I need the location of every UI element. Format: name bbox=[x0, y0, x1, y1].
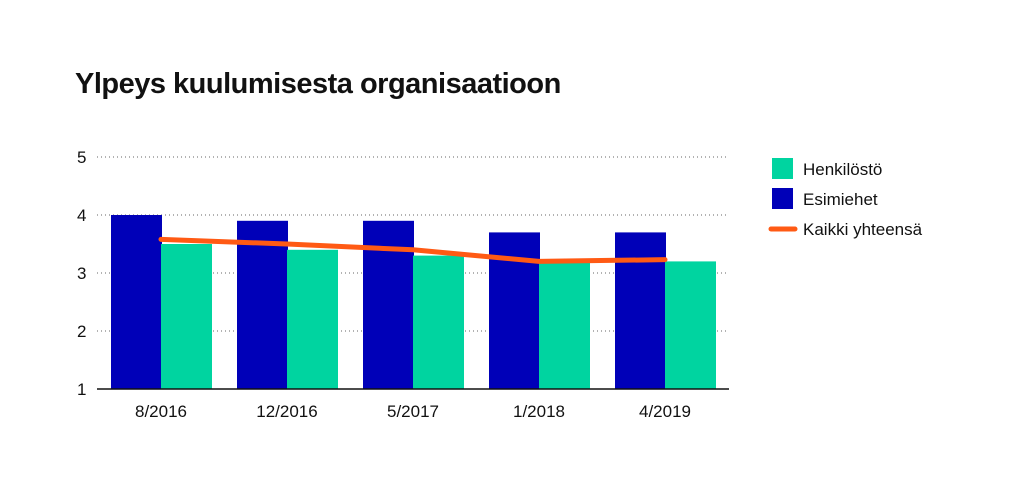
bar-henkilosto-1 bbox=[287, 249, 338, 389]
bar-esimiehet-4 bbox=[615, 232, 666, 389]
bar-henkilosto-3 bbox=[539, 261, 590, 389]
bar-henkilosto-2 bbox=[413, 255, 464, 389]
legend-swatch-0 bbox=[772, 158, 793, 179]
x-tick-label-1: 12/2016 bbox=[256, 402, 317, 421]
y-tick-label-2: 2 bbox=[77, 322, 86, 341]
legend: Henkilöstö Esimiehet Kaikki yhteensä bbox=[768, 158, 923, 239]
legend-label-1: Esimiehet bbox=[803, 190, 878, 209]
x-tick-label-2: 5/2017 bbox=[387, 402, 439, 421]
bar-henkilosto-4 bbox=[665, 261, 716, 389]
total-line bbox=[158, 236, 668, 264]
x-tick-label-3: 1/2018 bbox=[513, 402, 565, 421]
bar-esimiehet-0 bbox=[111, 215, 162, 389]
legend-label-2: Kaikki yhteensä bbox=[803, 220, 923, 239]
bar-henkilosto-0 bbox=[161, 244, 212, 389]
y-tick-label-1: 1 bbox=[77, 380, 86, 399]
bar-esimiehet-1 bbox=[237, 220, 288, 389]
axes: 1 2 3 4 5 8/2016 12/2016 5/2017 1/2018 4/2019 bbox=[77, 148, 729, 421]
y-tick-label-3: 3 bbox=[77, 264, 86, 283]
y-tick-label-5: 5 bbox=[77, 148, 86, 167]
legend-swatch-1 bbox=[772, 188, 793, 209]
legend-label-0: Henkilöstö bbox=[803, 160, 882, 179]
x-tick-label-4: 4/2019 bbox=[639, 402, 691, 421]
x-tick-label-0: 8/2016 bbox=[135, 402, 187, 421]
chart-title: Ylpeys kuulumisesta organisaatioon bbox=[75, 68, 561, 100]
y-tick-label-4: 4 bbox=[77, 206, 86, 225]
